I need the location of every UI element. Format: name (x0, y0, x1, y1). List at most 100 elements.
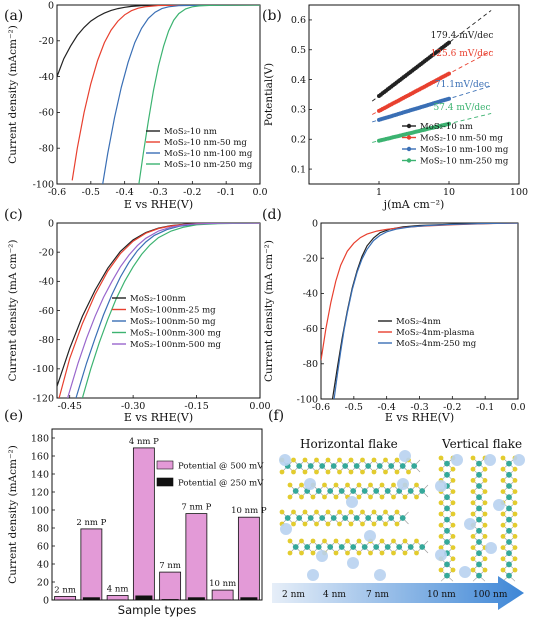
sulfur-atom (357, 551, 362, 556)
sulfur-atom (439, 534, 444, 539)
y-tick-label-c: -80 (39, 335, 54, 346)
tafel-point (447, 41, 451, 45)
molybdenum-atom (400, 463, 406, 469)
molybdenum-atom (476, 506, 482, 512)
sulfur-atom (380, 539, 385, 544)
sulfur-atom (299, 495, 304, 500)
sulfur-atom (513, 478, 518, 483)
sulfur-atom (322, 495, 327, 500)
molybdenum-atom (293, 488, 299, 494)
sulfur-atom (403, 539, 408, 544)
molybdenum-atom (444, 573, 450, 579)
molybdenum-atom (396, 544, 402, 550)
x-tick-label-c: -0.45 (58, 401, 82, 412)
y-tick-label-b: 0.1 (291, 164, 306, 175)
sulfur-atom (334, 539, 339, 544)
sulfur-atom (471, 500, 476, 505)
sulfur-atom (299, 551, 304, 556)
y-tick-label-d: -100 (297, 394, 318, 405)
x-axis-label-d: E vs RHE(V) (385, 411, 454, 424)
sulfur-atom (471, 512, 476, 517)
sulfur-atom (501, 489, 506, 494)
sulfur-atom (391, 483, 396, 488)
molybdenum-atom (331, 515, 337, 521)
sulfur-atom (513, 523, 518, 528)
molybdenum-atom (373, 488, 379, 494)
sulfur-atom (451, 512, 456, 517)
sulfur-atom (311, 539, 316, 544)
sulfur-atom (349, 458, 354, 463)
panel-label-d: (d) (262, 207, 282, 223)
sulfur-atom (349, 522, 354, 527)
y-tick-label-b: 0.3 (291, 105, 306, 116)
panel-label-a: (a) (4, 8, 23, 24)
molybdenum-atom (308, 463, 314, 469)
molybdenum-atom (506, 483, 512, 489)
sulfur-atom (513, 568, 518, 573)
molybdenum-atom (476, 573, 482, 579)
sulfur-atom (451, 467, 456, 472)
sulfur-atom (345, 551, 350, 556)
x-tick-label-a: 0.0 (252, 187, 267, 198)
legend-label-a: MoS₂-10 nm-100 mg (164, 149, 253, 159)
molybdenum-atom (339, 488, 345, 494)
adsorbate-sphere (307, 569, 319, 581)
tafel-slope-label: 125.6 mV/dec (431, 49, 494, 59)
sulfur-atom (326, 470, 331, 475)
bar-category-label: 2 nm (54, 585, 76, 595)
bar-500mV (107, 596, 128, 601)
molybdenum-atom (444, 517, 450, 523)
molybdenum-atom (476, 550, 482, 556)
y-tick-label-c: -120 (33, 393, 54, 404)
x-axis-label-a: E vs RHE(V) (124, 198, 193, 211)
sulfur-atom (334, 495, 339, 500)
sulfur-atom (513, 489, 518, 494)
y-tick-label-b: 0.6 (291, 15, 306, 26)
sulfur-atom (291, 510, 296, 515)
sulfur-atom (471, 467, 476, 472)
bar-category-label: 4 nm P (129, 437, 159, 447)
legend-label-b: MoS₂-10 nm-100 mg (420, 145, 509, 155)
molybdenum-atom (385, 488, 391, 494)
legend-label-d: MoS₂-4nm-plasma (396, 328, 474, 338)
sulfur-atom (513, 500, 518, 505)
bar-500mV (238, 517, 259, 600)
y-tick-label-a: -100 (33, 179, 54, 190)
sulfur-atom (322, 483, 327, 488)
sulfur-atom (483, 523, 488, 528)
molybdenum-atom (285, 515, 291, 521)
molybdenum-atom (354, 463, 360, 469)
sulfur-atom (311, 495, 316, 500)
adsorbate-sphere (435, 549, 447, 561)
sulfur-atom (501, 478, 506, 483)
sulfur-atom (314, 510, 319, 515)
sulfur-atom (451, 568, 456, 573)
sulfur-atom (414, 539, 419, 544)
legend-label-d: MoS₂-4nm (396, 317, 441, 327)
molybdenum-atom (319, 463, 325, 469)
y-tick-label-e: 40 (37, 559, 49, 570)
y-tick-label-a: -60 (39, 108, 54, 119)
bar-category-label: 7 nm (159, 561, 181, 571)
sulfur-atom (513, 534, 518, 539)
adsorbate-sphere (347, 557, 359, 569)
bar-category-label: 4 nm (107, 585, 129, 595)
bar-250mV (135, 596, 152, 601)
sulfur-atom (451, 489, 456, 494)
molybdenum-atom (506, 461, 512, 467)
molybdenum-atom (327, 544, 333, 550)
sulfur-atom (303, 458, 308, 463)
sulfur-atom (383, 510, 388, 515)
legend-label-a: MoS₂-10 nm-250 mg (164, 160, 253, 170)
sulfur-atom (471, 456, 476, 461)
molybdenum-atom (365, 463, 371, 469)
adsorbate-sphere (493, 499, 505, 511)
sulfur-atom (314, 458, 319, 463)
molybdenum-atom (354, 515, 360, 521)
sulfur-atom (414, 495, 419, 500)
adsorbate-sphere (280, 523, 292, 535)
sulfur-atom (383, 458, 388, 463)
